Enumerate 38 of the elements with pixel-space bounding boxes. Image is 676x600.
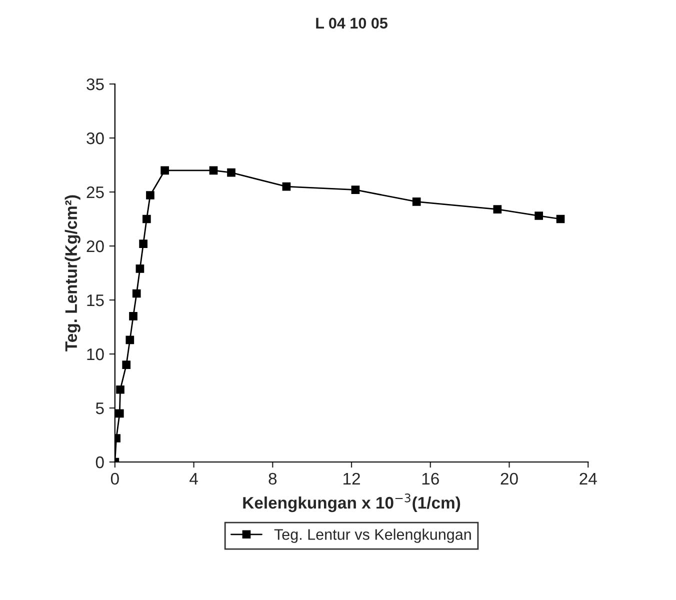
y-tick-label: 35 [86, 78, 104, 90]
point [115, 409, 124, 418]
y-tick-label: 15 [87, 294, 104, 306]
x-axis-title: Kelengkungan x 10$^{−3}$(1/cm) [243, 494, 460, 512]
point [209, 166, 218, 175]
y-tick-label: 25 [86, 186, 104, 198]
point [139, 240, 148, 248]
point [126, 336, 134, 344]
point [556, 214, 565, 224]
point [146, 191, 154, 200]
point [129, 312, 138, 320]
x-tick-label: 20 [500, 472, 518, 485]
point [534, 212, 543, 220]
x-tick-label: 4 [190, 473, 198, 484]
point [412, 198, 421, 206]
y-tick-label: 10 [87, 348, 104, 360]
point [160, 166, 169, 175]
y-tick-label: 5 [96, 402, 104, 414]
chart-title: L 04 10 05 [316, 18, 388, 29]
legend-label: Teg. Lentur vs Kelengkungan [274, 528, 471, 543]
x-tick-label: 0 [110, 472, 119, 485]
x-tick-label: 12 [344, 472, 360, 484]
point [493, 205, 502, 214]
y-tick-label: 0 [96, 456, 104, 468]
point [136, 264, 144, 273]
point [122, 360, 131, 369]
point [132, 289, 141, 298]
point [282, 182, 291, 191]
x-tick-label: 16 [422, 472, 439, 485]
y-axis-title: Teg. Lentur(Kg/cm²) [64, 195, 80, 352]
y-tick-label: 30 [86, 132, 104, 144]
point [351, 186, 360, 194]
x-tick-label: 24 [580, 472, 597, 484]
point [142, 214, 151, 224]
x-tick-label: 8 [268, 472, 277, 485]
y-tick-label: 20 [86, 240, 104, 252]
point [227, 168, 236, 177]
point [116, 385, 124, 394]
